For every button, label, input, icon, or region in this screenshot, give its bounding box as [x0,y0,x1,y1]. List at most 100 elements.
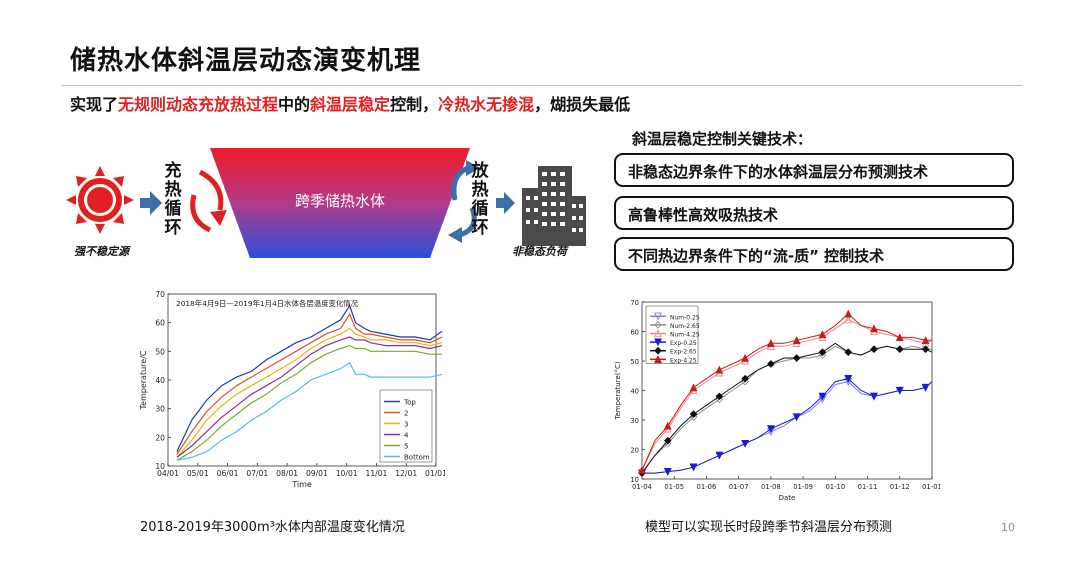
data-point [895,333,904,342]
y-tick-label: 40 [155,376,165,385]
chart-title: 2018年4月9日—2019年1月4日水体各层温度变化情况 [176,299,359,308]
legend-label: Num-4.25 [670,332,700,339]
data-point [844,375,853,383]
legend-label: 3 [404,421,408,429]
key-tech-heading: 斜温层稳定控制关键技术： [632,130,813,148]
key-tech-item: 高鲁棒性高效吸热技术 [614,196,1014,230]
data-point [654,338,662,347]
subtitle-highlight: 斜温层稳定 [310,95,391,114]
charge-cycle-char: 环 [164,218,182,238]
right-temperature-chart: 10 20 30 40 50 60 70 01-04 01-05 01-06 01-07 01-08 0… [610,296,942,502]
subtitle-highlight: 无规则动态充放热过程 [118,95,279,114]
legend-label: Exp-4.25 [670,357,697,364]
subtitle-highlight: 冷热水无掺混 [438,95,535,114]
legend-label: Exp-2.65 [670,349,697,356]
y-tick-label: 20 [630,447,639,455]
series-line [641,342,933,474]
arrow-right-icon [496,192,515,214]
data-point [689,463,698,472]
charge-cycle-char: 热 [164,180,182,200]
data-point [715,451,724,460]
legend-label: Num-0.25 [670,314,700,321]
data-point [844,309,853,318]
left-figure-caption: 2018-2019年3000m³水体内部温度变化情况 [140,520,405,535]
y-tick-label: 60 [155,319,165,328]
series-line [176,361,443,461]
data-point [689,383,698,392]
discharge-cycle-char: 环 [471,218,489,238]
data-point [844,348,853,356]
legend-label: Num-2.65 [670,323,700,330]
arrow-right-icon [140,191,162,215]
sun-icon [66,166,134,234]
x-tick-label: 01-05 [664,483,684,491]
x-tick-label: 01-12 [890,483,910,491]
data-point [818,351,827,359]
data-point [818,348,827,356]
data-point [654,321,662,329]
left-chart-svg: 10 20 30 40 50 60 70 04/01 05/01 06/01 07/01 08/01 0… [139,290,447,489]
data-point [870,324,878,333]
data-point [766,339,775,347]
data-point [654,312,662,321]
key-tech-item: 非稳态边界条件下的水体斜温层分布预测技术 [614,153,1014,187]
x-axis-label: Date [779,494,796,502]
legend-label: Bottom [404,454,430,462]
legend-label: Exp-0.25 [670,340,697,347]
y-axis-label: Temperature/C [139,350,148,410]
y-tick-label: 40 [630,388,639,396]
schematic-graphics [66,148,586,258]
data-point [921,345,930,354]
series-line [176,304,443,452]
x-axis-label: Time [291,480,312,489]
subtitle-part: 中的 [278,95,311,114]
x-tick-label: 09/01 [306,469,328,478]
series-line [641,345,932,474]
y-axis-label: Temperature(°C) [614,361,622,420]
y-tick-label: 30 [155,405,165,414]
data-point [715,392,724,401]
y-tick-label: 20 [155,433,165,442]
data-point [870,392,878,401]
x-tick-label: 01-04 [632,483,652,491]
data-point [663,436,672,445]
x-tick-label: 08/01 [276,469,298,478]
discharge-cycle-char: 循 [471,199,489,219]
data-point [818,392,827,401]
storage-schematic: 强不稳定源 充 热 循 环 跨季储热水体 放 热 循 环 非稳态负荷 [60,140,600,270]
x-tick-label: 06/01 [217,469,239,478]
storage-tank-shape [210,148,470,258]
x-tick-label: 11/01 [365,469,387,478]
x-tick-label: 01-01 [922,483,940,491]
data-point [663,467,672,476]
y-tick-label: 50 [630,358,639,366]
tank-label: 跨季储热水体 [294,192,385,210]
data-point [741,353,750,362]
x-tick-label: 05/01 [187,469,209,478]
legend-label: 4 [404,432,409,440]
source-caption: 强不稳定源 [74,245,129,258]
discharge-cycle-char: 放 [471,161,489,181]
x-tick-label: 01-07 [729,483,749,491]
series-line [176,336,443,458]
right-figure-caption: 模型可以实现长时段跨季节斜温层分布预测 [645,520,893,535]
left-temperature-chart: 10 20 30 40 50 60 70 04/01 05/01 06/01 07/01 08/01 0… [135,286,447,496]
charge-cycle-char: 充 [164,161,182,181]
x-tick-label: 01-10 [825,483,845,491]
charge-cycle-icon [198,169,224,211]
load-caption: 非稳态负荷 [512,245,567,258]
y-tick-label: 60 [630,329,639,337]
x-tick-label: 10/01 [336,469,358,478]
y-tick-label: 10 [630,476,639,484]
title-divider [62,85,1022,86]
subtitle-part: 控制， [390,95,439,114]
x-tick-label: 01-11 [858,483,878,491]
y-tick-label: 70 [155,290,165,299]
building-icon [522,166,586,246]
x-tick-label: 01-06 [697,483,717,491]
data-point [654,329,662,338]
subtitle-part: ，煳损失最低 [534,95,631,114]
data-point [818,330,827,339]
data-point [895,386,904,395]
y-tick-label: 10 [155,462,165,471]
